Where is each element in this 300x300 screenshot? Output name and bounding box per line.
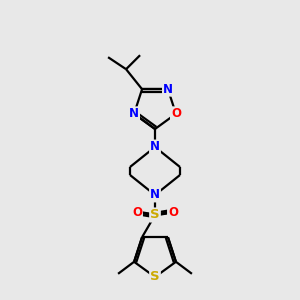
Text: N: N — [163, 83, 173, 96]
Text: S: S — [150, 271, 160, 284]
Text: N: N — [150, 140, 160, 154]
Text: O: O — [132, 206, 142, 218]
Text: S: S — [150, 208, 160, 221]
Text: N: N — [150, 188, 160, 202]
Text: O: O — [168, 206, 178, 218]
Text: O: O — [171, 107, 181, 120]
Text: N: N — [129, 107, 139, 120]
